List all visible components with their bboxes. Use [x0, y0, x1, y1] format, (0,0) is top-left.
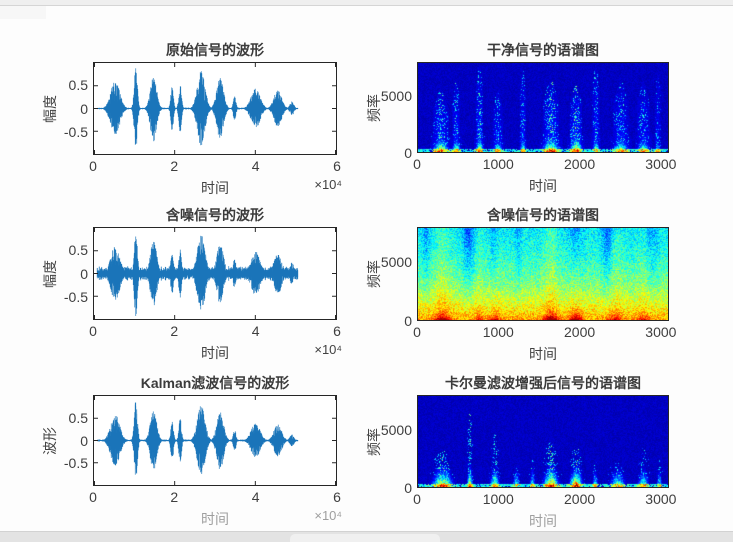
y-tick-label: 0: [80, 265, 88, 282]
y-axis-ticks: 5000 0: [366, 62, 412, 161]
y-tick-label: 5000: [380, 88, 412, 105]
y-tick-label: 0: [80, 432, 88, 449]
x-tick-label: 1000: [482, 156, 514, 172]
plot-title: 含噪信号的语谱图: [487, 207, 599, 223]
window-top-left-tab: [0, 6, 46, 19]
x-tick-label: 0: [89, 489, 97, 505]
plot-title: 含噪信号的波形: [166, 207, 264, 223]
subplot-noisy-spectrogram: 含噪信号的语谱图 频率 5000 0 0 1000 2000 3000 时间: [366, 207, 676, 362]
y-tick-label: 0: [80, 100, 88, 117]
x-axis-ticks: 0 1000 2000 3000: [413, 491, 676, 508]
x-axis-label: 时间: [201, 180, 229, 196]
x-tick-label: 0: [89, 323, 97, 339]
y-tick-label: 0: [404, 145, 412, 161]
x-axis-label: 时间: [529, 178, 557, 194]
x-tick-label: 4: [251, 323, 260, 339]
x-axis-ticks: 0 2 4 6: [89, 323, 341, 340]
y-tick-label: 0: [404, 313, 412, 329]
y-tick-label: 5000: [380, 421, 412, 438]
x-tick-label: 1000: [482, 324, 514, 340]
x-tick-label: 3000: [645, 491, 677, 507]
plot-title: 原始信号的波形: [166, 42, 264, 58]
y-tick-label: 0.5: [68, 77, 88, 94]
y-tick-label: -0.5: [63, 288, 88, 305]
y-axis-ticks: 0.5 0 -0.5: [42, 395, 88, 486]
subplot-clean-spectrogram: 干净信号的语谱图 频率 5000 0 0 1000 2000 3000 时间: [366, 42, 676, 194]
spectrogram-canvas-noisy: [418, 228, 668, 320]
y-axis-ticks: 0.5 0 -0.5: [42, 227, 88, 320]
x-tick-label: 2000: [564, 324, 596, 340]
y-tick-label: 0: [404, 480, 412, 496]
x-axis-label: 时间: [529, 513, 557, 529]
plot-title: 干净信号的语谱图: [487, 42, 599, 58]
x-axis-label: 时间: [201, 511, 229, 527]
x-tick-label: 2000: [564, 491, 596, 507]
x-tick-label: 3000: [645, 324, 677, 340]
x-tick-label: 2000: [564, 156, 596, 172]
x-tick-label: 6: [333, 158, 341, 174]
x-axis-ticks: 0 1000 2000 3000: [413, 156, 676, 173]
waveform-canvas-original: [94, 63, 336, 154]
window-bottom-pill: [290, 534, 440, 542]
x-tick-label: 4: [251, 489, 260, 505]
x-tick-label: 0: [89, 158, 97, 174]
waveform-canvas-noisy: [94, 228, 336, 319]
plot-title: Kalman滤波信号的波形: [140, 375, 290, 391]
x-tick-label: 6: [333, 323, 341, 339]
x-tick-label: 0: [413, 491, 421, 507]
y-axis-ticks: 5000 0: [366, 395, 412, 496]
y-tick-label: 0.5: [68, 409, 88, 426]
spectrogram-canvas-clean: [418, 63, 668, 152]
x-tick-label: 2: [170, 158, 179, 174]
x-axis-label: 时间: [201, 345, 229, 361]
waveform-canvas-kalman: [94, 396, 336, 485]
spectrogram-canvas-enhanced: [418, 396, 668, 487]
x-tick-label: 0: [413, 156, 421, 172]
x-axis-exponent: ×10⁴: [314, 342, 342, 357]
x-tick-label: 3000: [645, 156, 677, 172]
x-axis-ticks: 0 2 4 6: [89, 489, 341, 506]
x-tick-label: 2: [170, 323, 179, 339]
y-tick-label: 0.5: [68, 242, 88, 259]
x-tick-label: 1000: [482, 491, 514, 507]
subplot-enhanced-spectrogram: 卡尔曼滤波增强后信号的语谱图 频率 5000 0 0 1000 2000 3000 时间: [366, 375, 676, 529]
y-tick-label: -0.5: [63, 123, 88, 140]
x-tick-label: 2: [170, 489, 179, 505]
y-tick-label: -0.5: [63, 455, 88, 472]
y-tick-label: 5000: [380, 254, 412, 271]
x-tick-label: 6: [333, 489, 341, 505]
x-axis-label: 时间: [529, 346, 557, 362]
x-tick-label: 0: [413, 324, 421, 340]
x-axis-exponent: ×10⁴: [314, 508, 342, 523]
plot-title: 卡尔曼滤波增强后信号的语谱图: [445, 375, 641, 391]
x-axis-ticks: 0 2 4 6: [89, 158, 341, 175]
y-axis-ticks: 0.5 0 -0.5: [42, 62, 88, 155]
x-axis-exponent: ×10⁴: [314, 177, 342, 192]
window-top-edge: [0, 0, 733, 6]
y-axis-ticks: 5000 0: [366, 227, 412, 329]
x-tick-label: 4: [251, 158, 260, 174]
x-axis-ticks: 0 1000 2000 3000: [413, 324, 676, 341]
